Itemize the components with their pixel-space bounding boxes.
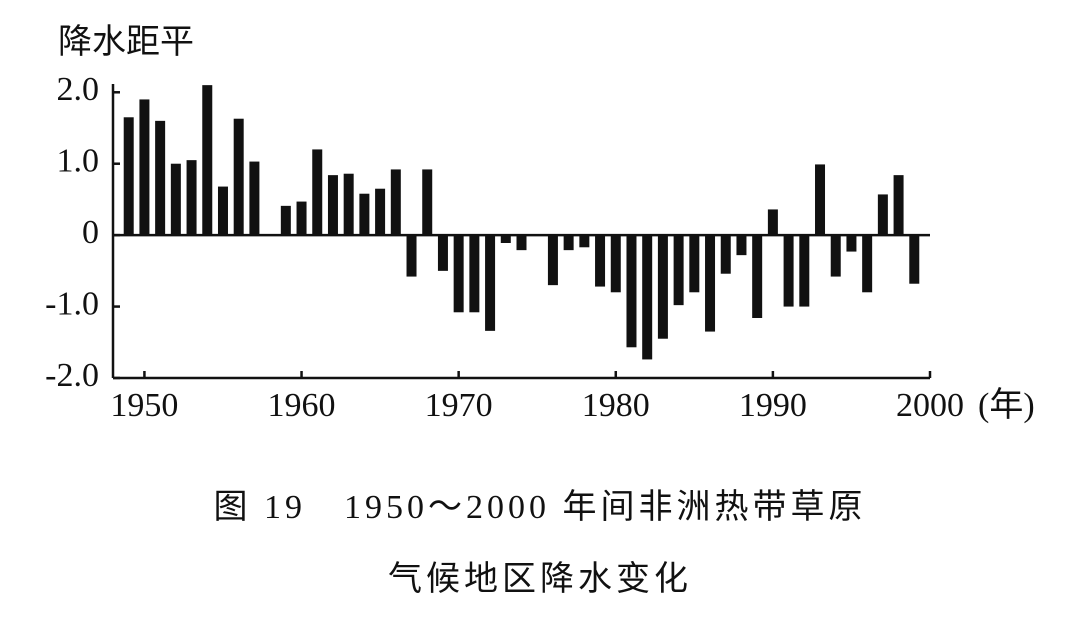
bar	[233, 118, 244, 236]
bar	[390, 169, 401, 236]
x-tick-label: 1960	[268, 387, 336, 424]
bar	[610, 235, 621, 293]
bar	[123, 117, 134, 236]
y-tick-label: -2.0	[45, 357, 99, 394]
bar	[705, 235, 716, 332]
bar	[893, 175, 904, 236]
bar	[563, 235, 574, 251]
bar	[155, 120, 166, 236]
x-tick-label: 2000	[896, 387, 964, 424]
caption: 气候地区降水变化	[388, 560, 692, 598]
bar	[249, 161, 260, 236]
bar	[500, 235, 511, 243]
bar	[595, 235, 606, 287]
y-tick-label: 1.0	[57, 143, 100, 180]
bar	[217, 186, 228, 236]
bar	[846, 235, 857, 252]
bar	[736, 235, 747, 256]
bar	[579, 235, 590, 248]
bar	[406, 235, 417, 277]
bar	[547, 235, 558, 286]
bar	[673, 235, 684, 306]
bar	[469, 235, 480, 313]
bar	[862, 235, 873, 293]
y-tick-label: 2.0	[57, 71, 100, 108]
bar	[422, 169, 433, 236]
bar	[689, 235, 700, 293]
y-tick-label: -1.0	[45, 285, 99, 322]
bar	[657, 235, 668, 339]
bar	[139, 99, 150, 236]
bar	[359, 193, 370, 236]
bar	[909, 235, 920, 284]
bar	[752, 235, 763, 318]
y-tick-label: 0	[82, 214, 99, 251]
bar	[453, 235, 464, 313]
bar	[312, 149, 323, 236]
bar	[186, 160, 197, 236]
bar	[516, 235, 527, 251]
bar	[877, 194, 888, 236]
bar	[170, 163, 181, 236]
x-tick-label: 1950	[110, 387, 178, 424]
bar	[626, 235, 637, 348]
caption: 图 19 1950～2000 年间非洲热带草原	[214, 488, 867, 526]
x-tick-label: 1990	[739, 387, 807, 424]
bar	[642, 235, 653, 360]
bar	[280, 205, 291, 236]
bar	[767, 209, 778, 236]
bar	[830, 235, 841, 277]
bar	[485, 235, 496, 331]
bar	[783, 235, 794, 307]
bar	[327, 175, 338, 236]
bar	[720, 235, 731, 274]
bar	[296, 201, 307, 236]
bar	[437, 235, 448, 271]
bar	[799, 235, 810, 307]
x-tick-label: 1980	[582, 387, 650, 424]
y-axis-label: 降水距平	[58, 23, 194, 61]
x-tick-label: 1970	[425, 387, 493, 424]
bar	[375, 188, 386, 236]
bar	[815, 164, 826, 236]
x-axis-label: (年)	[978, 386, 1035, 424]
bar	[343, 173, 354, 236]
bar	[202, 85, 213, 236]
